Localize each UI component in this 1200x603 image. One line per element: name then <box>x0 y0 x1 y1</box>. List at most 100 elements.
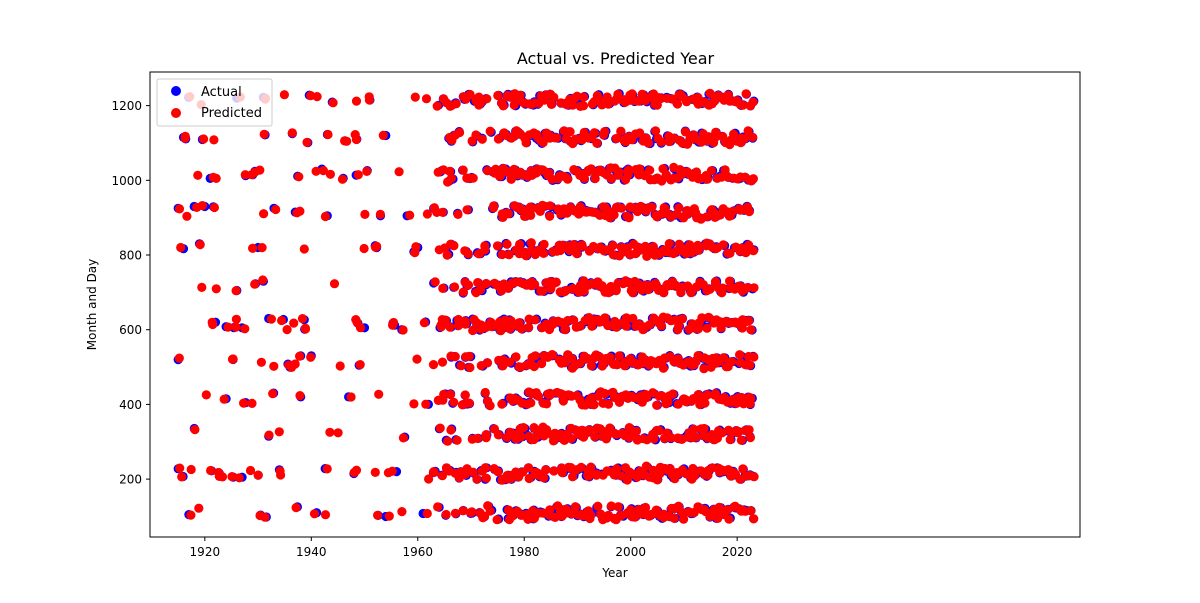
data-point-predicted <box>693 245 704 255</box>
data-point-predicted <box>743 126 753 136</box>
data-point-predicted <box>530 279 540 290</box>
data-point-predicted <box>579 173 590 183</box>
y-axis-title: Month and Day <box>85 259 99 351</box>
data-point-predicted <box>446 173 457 183</box>
data-point-predicted <box>693 390 703 400</box>
data-point-predicted <box>182 211 192 221</box>
data-point-predicted <box>600 127 610 137</box>
data-point-predicted <box>458 165 468 175</box>
data-point-predicted <box>199 134 209 144</box>
data-point-predicted <box>745 360 755 370</box>
data-point-predicted <box>462 205 472 215</box>
data-point-predicted <box>652 100 662 110</box>
data-point-predicted <box>306 91 316 101</box>
data-point-predicted <box>563 174 573 184</box>
data-point-predicted <box>504 250 514 260</box>
data-point-predicted <box>195 240 205 250</box>
data-point-predicted <box>631 426 642 436</box>
data-point-predicted <box>570 502 581 512</box>
data-point-predicted <box>493 467 503 477</box>
x-tick-label: 2000 <box>615 545 646 559</box>
data-point-predicted <box>481 430 491 440</box>
data-point-predicted <box>541 465 551 475</box>
data-point-predicted <box>231 286 241 296</box>
data-point-predicted <box>335 361 345 371</box>
data-point-predicted <box>311 166 321 176</box>
data-point-predicted <box>458 287 468 297</box>
data-point-predicted <box>552 133 562 143</box>
data-point-predicted <box>741 89 751 99</box>
data-point-predicted <box>725 435 735 445</box>
data-point-predicted <box>493 134 503 144</box>
data-point-predicted <box>641 461 652 471</box>
y-tick-label: 1000 <box>111 174 142 188</box>
data-point-predicted <box>644 138 654 148</box>
data-point-predicted <box>493 90 503 101</box>
data-point-predicted <box>537 359 547 369</box>
data-point-predicted <box>290 359 300 369</box>
data-point-predicted <box>279 90 289 100</box>
data-point-predicted <box>548 436 559 446</box>
data-point-predicted <box>572 249 582 259</box>
data-point-predicted <box>306 352 316 362</box>
data-point-predicted <box>424 474 434 484</box>
data-point-predicted <box>616 126 626 136</box>
data-point-predicted <box>515 239 525 249</box>
data-point-predicted <box>405 210 415 220</box>
data-point-predicted <box>449 397 459 407</box>
data-point-predicted <box>673 399 683 409</box>
data-point-predicted <box>274 427 284 437</box>
data-point-predicted <box>623 170 633 180</box>
data-point-predicted <box>647 202 657 212</box>
data-point-predicted <box>197 282 207 292</box>
data-point-predicted <box>231 322 241 332</box>
y-tick-label: 1200 <box>111 99 142 113</box>
data-point-predicted <box>375 209 385 219</box>
data-point-predicted <box>725 248 735 258</box>
data-point-predicted <box>614 167 624 177</box>
data-point-predicted <box>351 315 361 325</box>
data-point-predicted <box>437 471 447 481</box>
data-point-predicted <box>208 319 218 330</box>
data-point-predicted <box>186 464 196 475</box>
data-point-predicted <box>749 472 759 482</box>
data-point-predicted <box>472 474 482 484</box>
data-point-predicted <box>738 464 748 474</box>
data-point-predicted <box>718 283 728 293</box>
data-point-predicted <box>276 470 286 480</box>
data-point-predicted <box>370 467 380 477</box>
data-point-predicted <box>736 435 747 445</box>
data-point-predicted <box>526 398 536 408</box>
data-point-predicted <box>530 351 540 361</box>
data-point-predicted <box>748 132 758 142</box>
data-point-predicted <box>435 423 445 433</box>
data-point-predicted <box>539 248 549 258</box>
data-point-predicted <box>491 164 501 174</box>
data-point-predicted <box>248 243 258 253</box>
data-point-predicted <box>194 503 204 513</box>
data-point-predicted <box>529 361 539 372</box>
chart-title: Actual vs. Predicted Year <box>517 49 715 68</box>
data-point-predicted <box>452 435 462 445</box>
data-point-predicted <box>409 399 419 409</box>
data-point-predicted <box>515 90 525 100</box>
data-point-predicted <box>746 325 756 335</box>
data-point-predicted <box>398 325 408 335</box>
data-point-predicted <box>247 398 257 408</box>
data-point-predicted <box>422 508 432 519</box>
data-point-predicted <box>592 138 602 148</box>
data-point-predicted <box>193 170 203 180</box>
data-point-predicted <box>589 400 599 410</box>
data-point-predicted <box>748 246 759 256</box>
data-point-predicted <box>287 128 297 138</box>
data-point-predicted <box>186 510 196 520</box>
y-tick-label: 800 <box>119 249 142 263</box>
data-point-predicted <box>497 249 507 260</box>
data-point-predicted <box>492 515 502 525</box>
data-point-predicted <box>174 353 184 363</box>
data-point-predicted <box>201 390 211 400</box>
data-point-predicted <box>412 354 422 364</box>
data-point-predicted <box>727 357 737 367</box>
data-point-predicted <box>468 173 478 183</box>
data-point-predicted <box>291 503 301 513</box>
